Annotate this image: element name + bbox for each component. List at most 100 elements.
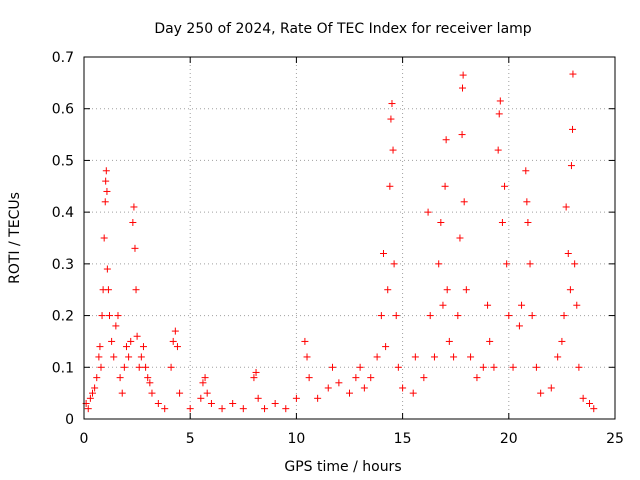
- x-tick-labels: 0 5 10 15 20 25: [80, 431, 624, 447]
- data-point: [360, 384, 368, 392]
- data-point: [532, 363, 540, 371]
- data-point: [282, 405, 290, 413]
- data-point: [131, 244, 139, 252]
- data-point: [456, 234, 464, 242]
- data-point: [424, 208, 432, 216]
- data-point: [399, 384, 407, 392]
- y-tick-label: 0.4: [52, 205, 74, 221]
- data-point: [515, 322, 523, 330]
- data-point: [498, 218, 506, 226]
- data-point: [388, 100, 396, 108]
- data-point: [105, 312, 113, 320]
- data-point: [518, 301, 526, 309]
- data-point: [473, 374, 481, 382]
- data-point: [569, 70, 577, 78]
- data-point: [382, 343, 390, 351]
- data-point: [526, 260, 534, 268]
- data-point: [229, 399, 237, 407]
- data-point: [346, 389, 353, 397]
- data-point: [171, 327, 179, 335]
- data-point: [186, 405, 194, 413]
- y-tick-label: 0: [65, 412, 74, 428]
- data-point: [537, 389, 545, 397]
- data-points: [82, 70, 598, 413]
- data-point: [314, 394, 322, 402]
- data-point: [130, 203, 138, 211]
- data-point: [102, 177, 110, 185]
- data-point: [197, 394, 205, 402]
- data-point: [454, 312, 462, 320]
- data-point: [137, 353, 145, 361]
- y-tick-label: 0.5: [52, 153, 74, 169]
- plot-frame: [83, 56, 616, 420]
- data-point: [569, 125, 577, 133]
- data-point: [261, 405, 269, 413]
- data-point: [167, 363, 175, 371]
- data-point: [367, 374, 375, 382]
- data-point: [495, 110, 503, 118]
- data-point: [148, 389, 156, 397]
- x-tick-label: 5: [186, 431, 195, 447]
- data-point: [84, 405, 92, 413]
- data-point: [547, 384, 555, 392]
- data-point: [579, 394, 587, 402]
- data-point: [567, 162, 575, 170]
- data-point: [503, 260, 511, 268]
- data-point: [96, 343, 104, 351]
- data-point: [139, 343, 147, 351]
- data-point: [142, 363, 150, 371]
- data-point: [384, 286, 392, 294]
- data-point: [411, 353, 419, 361]
- data-point: [176, 389, 184, 397]
- data-point: [120, 363, 128, 371]
- data-point: [118, 389, 126, 397]
- data-point: [110, 353, 118, 361]
- data-point: [560, 312, 568, 320]
- grid-lines: [84, 57, 615, 419]
- data-point: [437, 218, 445, 226]
- chart-title: Day 250 of 2024, Rate Of TEC Index for r…: [154, 21, 531, 37]
- data-point: [203, 389, 211, 397]
- data-point: [303, 353, 311, 361]
- data-point: [135, 363, 143, 371]
- data-point: [218, 405, 226, 413]
- data-point: [590, 405, 598, 413]
- data-point: [239, 405, 247, 413]
- x-tick-label: 10: [287, 431, 305, 447]
- data-point: [169, 337, 177, 345]
- data-point: [116, 374, 124, 382]
- data-point: [494, 146, 502, 154]
- data-point: [435, 260, 443, 268]
- data-point: [484, 301, 492, 309]
- data-point: [132, 286, 140, 294]
- data-point: [501, 182, 509, 190]
- y-tick-labels: 0 0.1 0.2 0.3 0.4 0.5 0.6 0.7: [52, 50, 74, 428]
- y-axis-label: ROTI / TECUs: [7, 192, 23, 284]
- data-point: [387, 115, 395, 123]
- data-point: [467, 353, 475, 361]
- data-point: [201, 374, 209, 382]
- data-point: [373, 353, 381, 361]
- data-point: [450, 353, 458, 361]
- data-point: [458, 84, 466, 92]
- data-point: [426, 312, 434, 320]
- data-point: [100, 234, 108, 242]
- x-tick-label: 25: [606, 431, 624, 447]
- data-point: [442, 136, 450, 144]
- data-point: [114, 312, 122, 320]
- data-point: [459, 71, 467, 79]
- data-point: [91, 384, 99, 392]
- data-point: [379, 250, 387, 258]
- x-tick-label: 15: [394, 431, 412, 447]
- data-point: [305, 374, 313, 382]
- data-point: [394, 363, 402, 371]
- data-point: [271, 399, 279, 407]
- data-point: [144, 374, 152, 382]
- data-point: [486, 337, 494, 345]
- data-point: [93, 374, 101, 382]
- data-point: [104, 286, 112, 294]
- data-point: [573, 301, 581, 309]
- data-point: [97, 363, 105, 371]
